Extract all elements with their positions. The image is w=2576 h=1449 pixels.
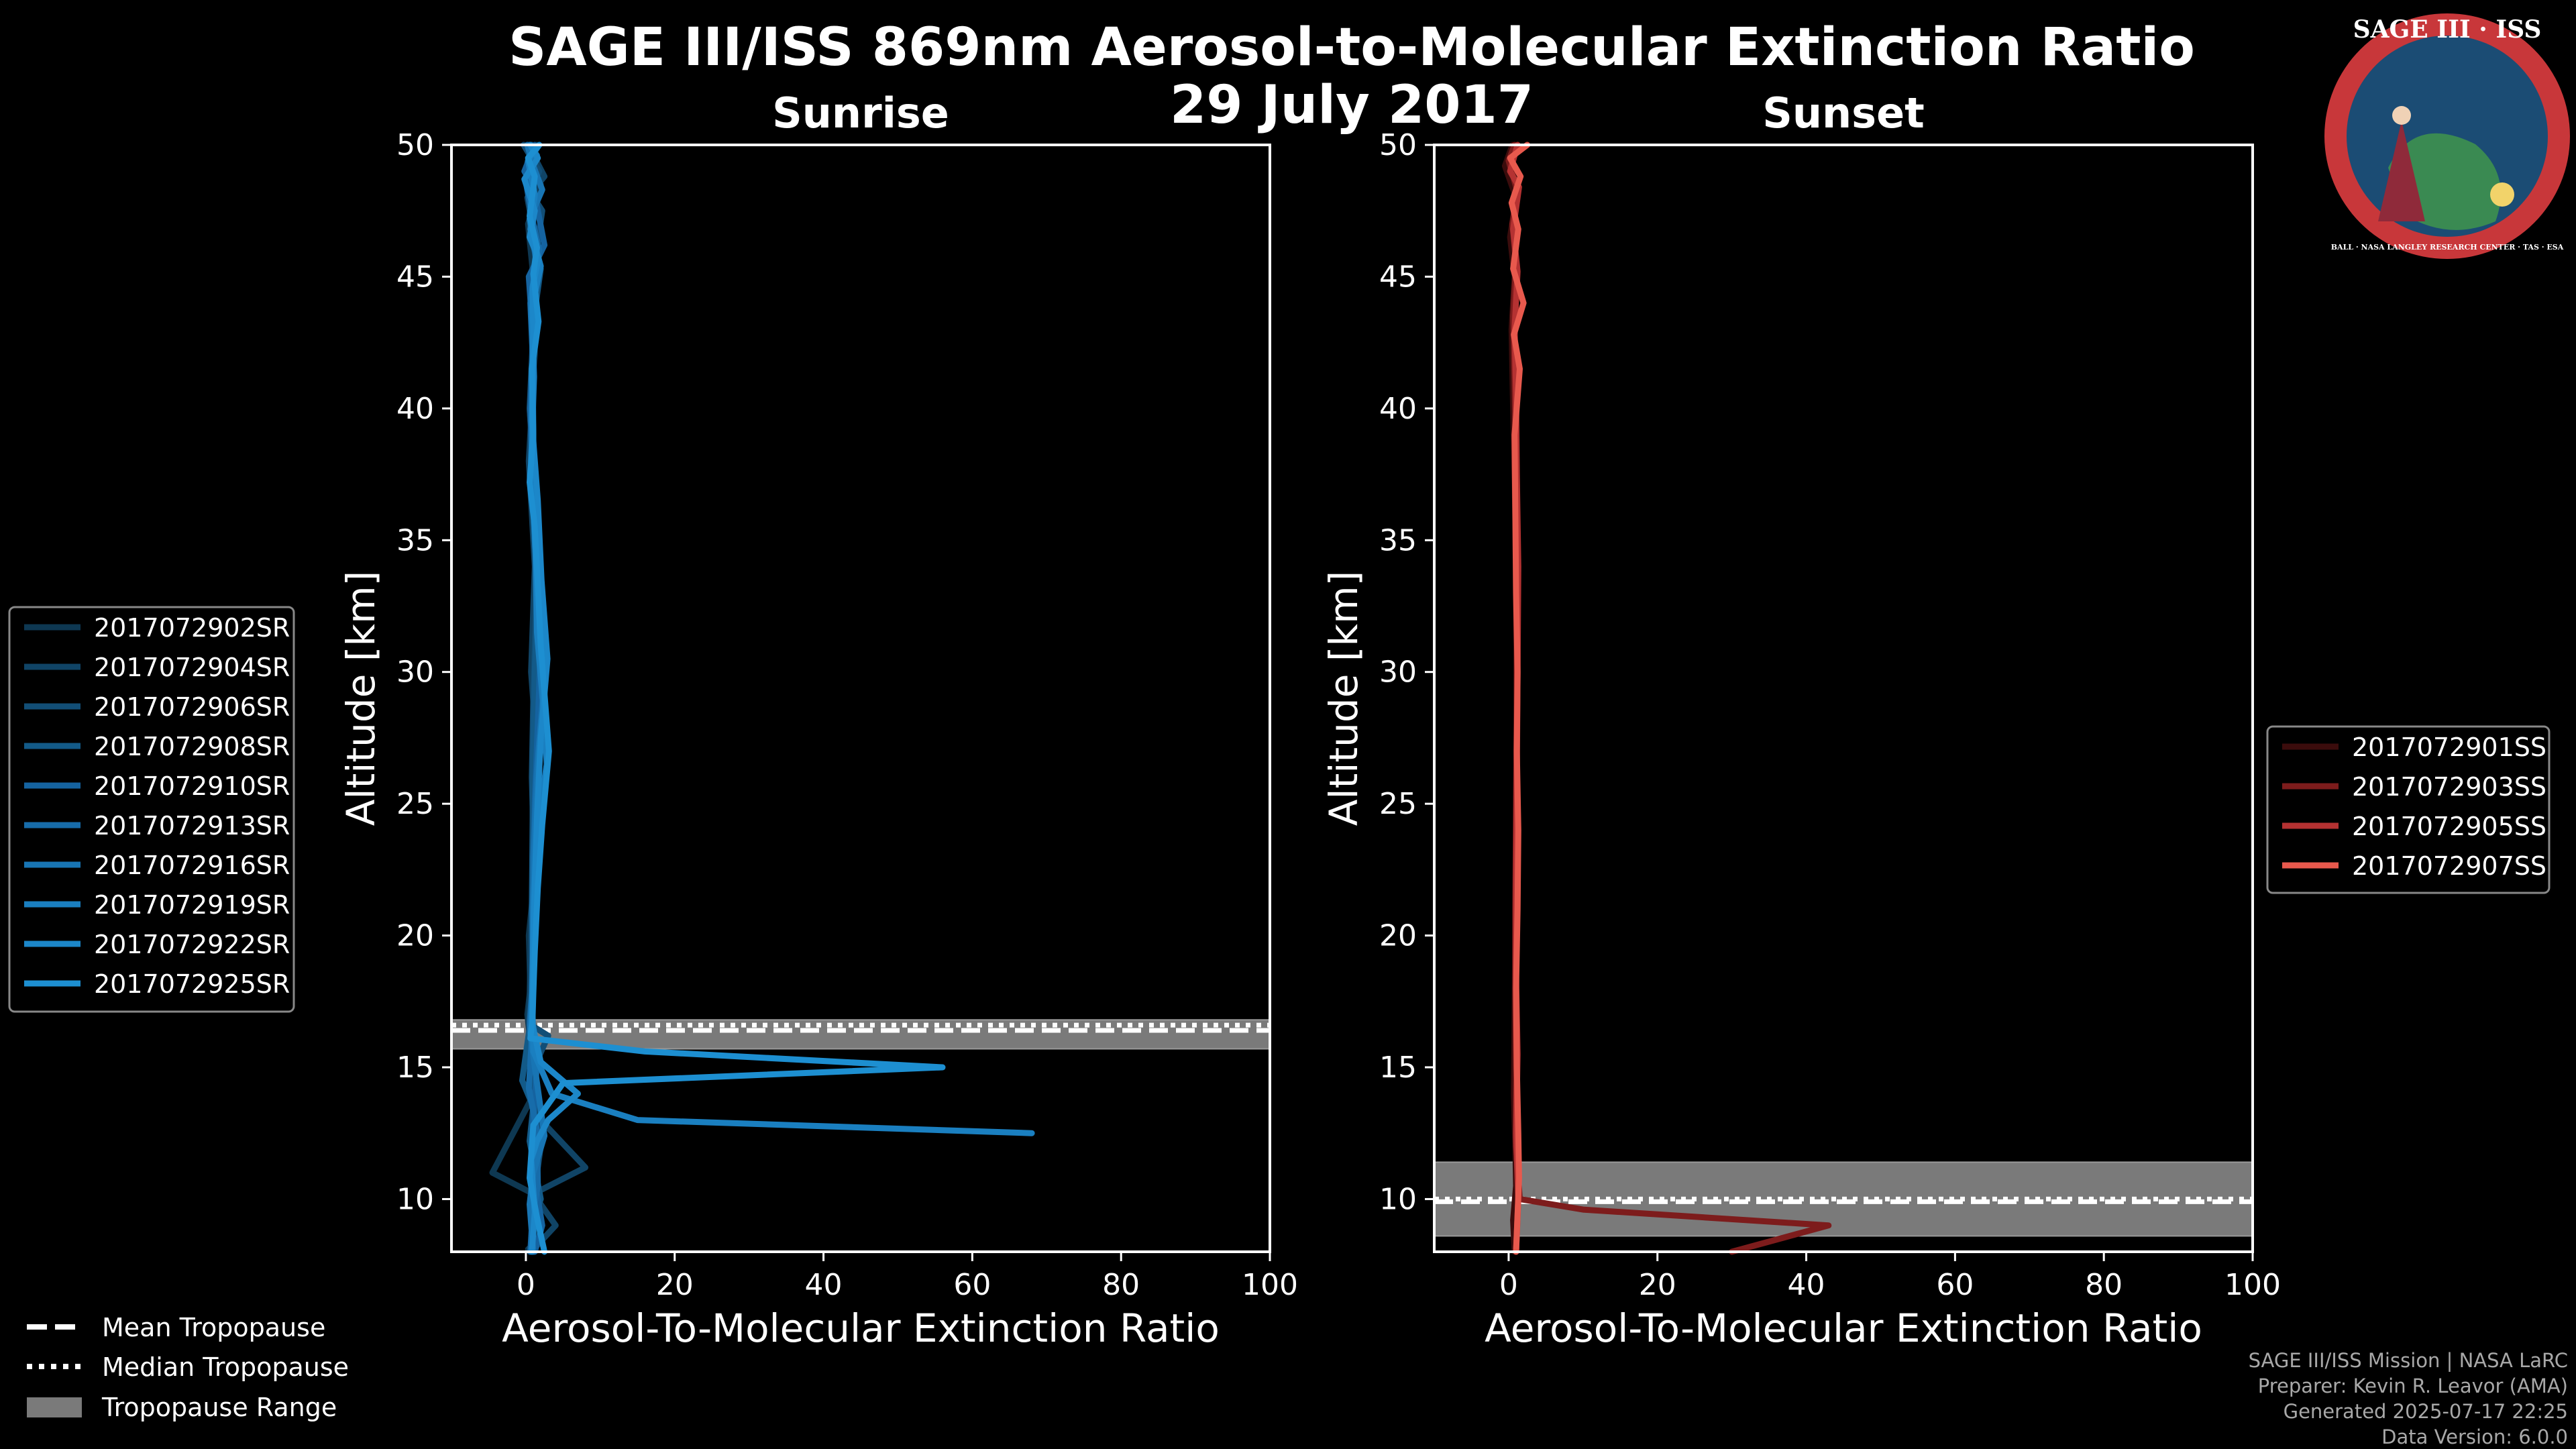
sunrise-plot-background [451, 145, 1270, 1252]
tropopause-legend: Mean Tropopause Median Tropopause Tropop… [27, 1313, 349, 1422]
sunrise-panel: Sunrise 0 20 40 60 80 100 10 15 20 25 30 35 40 45 50 A… [338, 89, 1298, 1351]
sunset-ytick-label: 35 [1379, 523, 1417, 557]
sunset-tropopause-group [1434, 1161, 2253, 1237]
tropopause-range-label: Tropopause Range [101, 1393, 337, 1422]
sunrise-ytick-label: 10 [396, 1182, 434, 1216]
sunset-ytick-label: 40 [1379, 392, 1417, 426]
sunrise-plot-frame [450, 144, 1271, 1253]
sunset-panel-title: Sunset [1762, 89, 1925, 138]
credits: SAGE III/ISS Mission | NASA LaRC Prepare… [2249, 1349, 2568, 1448]
sunrise-ytick-label: 30 [396, 655, 434, 690]
sunrise-xtick-label: 100 [1242, 1268, 1298, 1302]
sunrise-xtick-label: 20 [656, 1268, 694, 1302]
sunset-legend-label: 2017072905SS [2352, 812, 2546, 841]
sunset-ylabel: Altitude [km] [1321, 571, 1366, 826]
sunset-xlabel: Aerosol-To-Molecular Extinction Ratio [1485, 1305, 2202, 1351]
sunrise-ytick-label: 40 [396, 392, 434, 426]
sunset-ytick-label: 30 [1379, 655, 1417, 690]
badge-title: SAGE III · ISS [2353, 15, 2542, 44]
figure-title: SAGE III/ISS 869nm Aerosol-to-Molecular … [508, 17, 2195, 78]
sunset-legend-frame [2266, 725, 2551, 894]
sunset-panel: Sunset 0 20 40 60 80 100 10 15 20 25 30 35 40 45 50 Ae… [1321, 89, 2281, 1351]
sunrise-ytick-label: 25 [396, 787, 434, 821]
sunset-tick-group: 0 20 40 60 80 100 10 15 20 25 30 35 40 45 50 [1379, 128, 2281, 1302]
sunrise-series-group [489, 142, 1035, 1255]
sunset-plot-frame [1433, 144, 2254, 1253]
figure-subtitle: 29 July 2017 [1170, 75, 1534, 136]
sunset-xtick-label: 20 [1639, 1268, 1676, 1302]
credit-mission: SAGE III/ISS Mission | NASA LaRC [2249, 1349, 2568, 1372]
sunrise-ylabel: Altitude [km] [338, 571, 384, 826]
sunset-plot-background [1434, 145, 2253, 1252]
sunset-xtick-label: 40 [1788, 1268, 1825, 1302]
badge-wizard-head [2392, 106, 2411, 125]
sunrise-xtick-label: 60 [953, 1268, 991, 1302]
sunset-ytick-label: 25 [1379, 787, 1417, 821]
badge-sun-icon [2490, 182, 2514, 207]
sunset-ytick-label: 20 [1379, 919, 1417, 953]
credit-generated: Generated 2025-07-17 22:25 [2284, 1400, 2568, 1423]
sunset-xtick-label: 80 [2085, 1268, 2123, 1302]
sunset-series-group [1501, 142, 1832, 1255]
sunrise-panel-title: Sunrise [772, 89, 949, 138]
badge-ring-text: BALL · NASA LANGLEY RESEARCH CENTER · TA… [2331, 243, 2564, 252]
sunrise-legend: 2017072902SR 2017072904SR 2017072906SR 2017… [8, 606, 295, 1013]
sunrise-series-2017072922SR [521, 142, 581, 1255]
sunset-ytick-label: 50 [1379, 128, 1417, 162]
sunrise-legend-label: 2017072902SR [94, 613, 290, 643]
tropopause-range-swatch [27, 1397, 82, 1417]
median-tropopause-label: Median Tropopause [102, 1352, 349, 1382]
sunrise-legend-label: 2017072904SR [94, 653, 290, 682]
sunrise-legend-label: 2017072910SR [94, 771, 290, 801]
sunrise-xtick-label: 0 [517, 1268, 535, 1302]
credit-data-version: Data Version: 6.0.0 [2381, 1426, 2568, 1448]
sunrise-ytick-label: 45 [396, 260, 434, 294]
sunset-xtick-label: 60 [1936, 1268, 1974, 1302]
sunrise-series-2017072925SR [525, 142, 946, 1255]
sunset-ytick-label: 45 [1379, 260, 1417, 294]
sunrise-ytick-label: 50 [396, 128, 434, 162]
sunrise-ytick-label: 15 [396, 1051, 434, 1085]
sunrise-ytick-label: 20 [396, 919, 434, 953]
sunrise-legend-label: 2017072906SR [94, 692, 290, 722]
sunset-xtick-label: 0 [1499, 1268, 1518, 1302]
sunrise-legend-label: 2017072913SR [94, 811, 290, 841]
mean-tropopause-label: Mean Tropopause [102, 1313, 325, 1342]
credit-preparer: Preparer: Kevin R. Leavor (AMA) [2258, 1375, 2568, 1397]
sunset-ytick-label: 15 [1379, 1051, 1417, 1085]
sunset-legend-label: 2017072901SS [2352, 733, 2546, 762]
sunrise-xtick-label: 40 [805, 1268, 843, 1302]
sunrise-legend-label: 2017072916SR [94, 851, 290, 880]
sunrise-legend-label: 2017072925SR [94, 969, 290, 999]
sunrise-legend-label: 2017072908SR [94, 732, 290, 761]
sunrise-xtick-label: 80 [1102, 1268, 1140, 1302]
sunset-legend: 2017072901SS 2017072903SS 2017072905SS 2017… [2266, 725, 2551, 894]
sunset-xtick-label: 100 [2224, 1268, 2281, 1302]
sunset-ytick-label: 10 [1379, 1182, 1417, 1216]
sunrise-xlabel: Aerosol-To-Molecular Extinction Ratio [502, 1305, 1220, 1351]
sunrise-ytick-label: 35 [396, 523, 434, 557]
sunset-series-2017072907SS [1507, 142, 1531, 1255]
badge-wizard-icon [2378, 121, 2425, 221]
sunset-legend-label: 2017072903SS [2352, 772, 2546, 802]
sunrise-legend-label: 2017072922SR [94, 930, 290, 959]
sunset-legend-label: 2017072907SS [2352, 851, 2546, 881]
sunrise-tick-group: 0 20 40 60 80 100 10 15 20 25 30 35 40 45 50 [396, 128, 1298, 1302]
sunrise-legend-label: 2017072919SR [94, 890, 290, 920]
sage-iii-iss-badge: SAGE III · ISS BALL · NASA LANGLEY RESEA… [2324, 13, 2570, 259]
